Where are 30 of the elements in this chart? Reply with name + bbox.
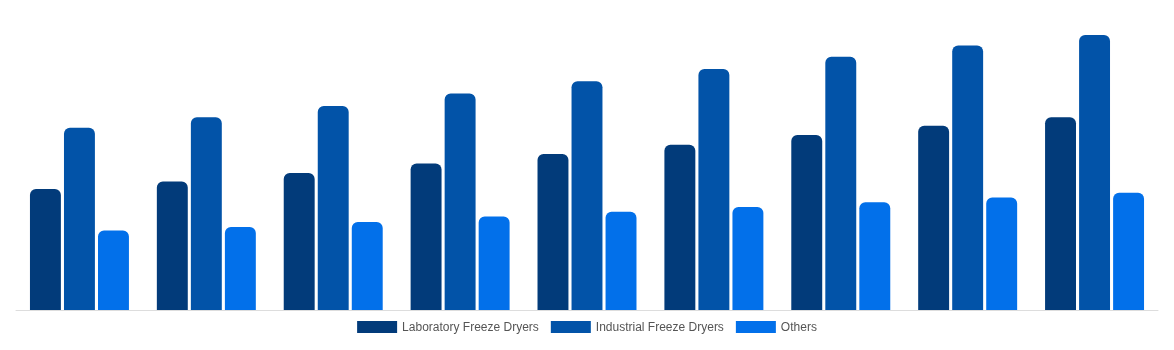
bar <box>283 173 315 310</box>
bar <box>63 127 95 310</box>
bar <box>410 163 442 310</box>
legend-label: Laboratory Freeze Dryers <box>402 320 539 334</box>
bar <box>698 69 730 310</box>
bar <box>1079 35 1111 310</box>
bar <box>29 189 61 310</box>
bar <box>537 154 569 310</box>
bar <box>986 197 1018 310</box>
bar <box>1113 192 1145 310</box>
bar <box>664 144 696 310</box>
bar <box>224 226 256 310</box>
bar <box>156 181 188 310</box>
bar <box>571 81 603 310</box>
bar <box>478 216 510 310</box>
bar <box>98 230 129 310</box>
bar <box>791 135 823 310</box>
bar <box>859 202 891 310</box>
bar <box>732 206 764 310</box>
bar <box>825 56 857 310</box>
legend-label: Industrial Freeze Dryers <box>595 320 724 334</box>
bar <box>1045 117 1076 310</box>
legend-label: Others <box>780 320 817 334</box>
bar <box>918 125 950 310</box>
bar <box>190 117 222 310</box>
bar <box>952 45 984 310</box>
bar <box>444 93 476 310</box>
bar <box>317 105 349 310</box>
bar <box>351 222 383 310</box>
bar <box>605 211 637 310</box>
